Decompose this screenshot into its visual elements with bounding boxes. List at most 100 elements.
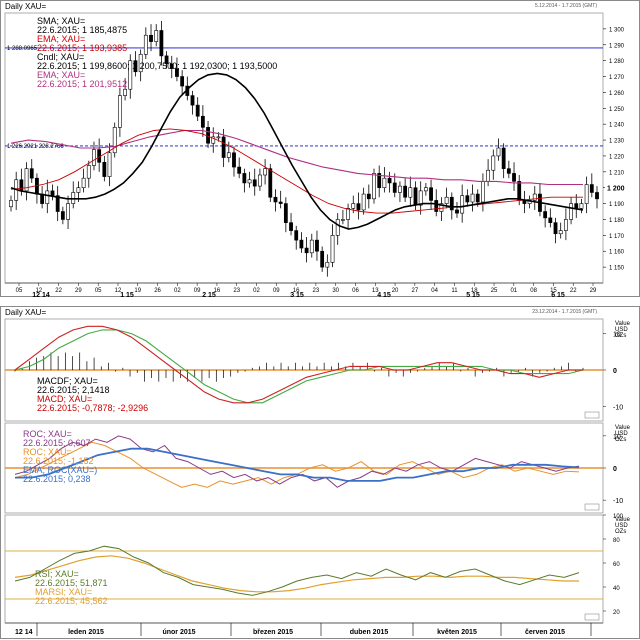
x-day-label: 25 (491, 288, 498, 294)
candle-body (133, 60, 138, 73)
candle-body (86, 165, 91, 179)
candle-body (247, 179, 252, 184)
reference-line-1-label: 1 288.0965 (7, 46, 38, 52)
indicator-chart-range: 23.12.2014 - 1.7.2015 (GMT) (532, 309, 597, 315)
y-tick-label: 10 (613, 332, 621, 339)
candle-body (372, 173, 376, 200)
x-month-label: květen 2015 (437, 629, 477, 636)
x-day-label: 23 (233, 288, 240, 294)
rsi-legend: RSI; XAU= 22.6.2015; 51,871 MARSI; XAU= 22.… (35, 570, 108, 606)
pane-corner-box (584, 503, 600, 511)
last-price-box (605, 182, 635, 192)
indicator-chart-window: Daily XAU= 23.12.2014 - 1.7.2015 (GMT) V… (0, 306, 640, 639)
candle-body (273, 196, 278, 203)
candle-body (55, 195, 60, 212)
y-tick-label: 80 (613, 538, 620, 544)
y-tick-label: 1 180 (609, 218, 625, 224)
x-day-label: 26 (154, 288, 161, 294)
candle-body (377, 173, 382, 189)
legend-line: 22.6.2015; -1,152 (23, 456, 94, 466)
x-day-label: 02 (174, 288, 181, 294)
x-month-label: duben 2015 (350, 629, 389, 636)
x-day-label: 22 (55, 288, 62, 294)
candle-body (190, 95, 195, 106)
candle-body (232, 152, 236, 168)
candle-body (221, 136, 226, 158)
candle-body (258, 174, 262, 187)
x-day-label: 16 (293, 288, 300, 294)
ema-slow-line (10, 129, 583, 186)
sma-line (10, 72, 584, 230)
x-month-label: 4 15 (377, 292, 391, 299)
candle-body (434, 200, 439, 212)
y-tick-label: 1 290 (609, 43, 625, 49)
legend-line: 22.6.2015; 1 193,9385 (37, 43, 128, 53)
candle-body (392, 182, 397, 193)
x-day-label: 02 (253, 288, 260, 294)
candle-body (252, 179, 257, 187)
x-day-label: 09 (273, 288, 280, 294)
candle-body (346, 208, 350, 220)
candle-body (289, 222, 293, 231)
price-chart-window: Daily XAU= 5.12.2014 - 1.7.2015 (GMT) 1 … (0, 0, 640, 299)
candle-body (195, 104, 200, 117)
x-day-label: 30 (332, 288, 339, 294)
indicator-chart-svg[interactable]: ValueUSDOZs100-10ValueUSDOZs100-10ValueU… (1, 307, 640, 640)
candle-body (569, 203, 573, 220)
legend-line: EMA; ROC(XAU=) (23, 465, 98, 475)
pane-unit-label: USD (615, 523, 628, 529)
x-day-label: 16 (214, 288, 221, 294)
candle-body (481, 181, 485, 203)
candle-body (200, 115, 205, 128)
candle-body (558, 230, 563, 235)
candle-body (439, 203, 444, 212)
candle-body (553, 222, 558, 235)
candle-body (315, 239, 319, 252)
candle-body (29, 168, 34, 179)
y-tick-label: 1 260 (609, 91, 625, 97)
pane-unit-label: Value (615, 425, 631, 431)
candle-body (465, 195, 470, 203)
price-chart-svg[interactable]: 1 150 1 160 1 170 1 180 1 190 1 200 1 210 1 220… (1, 1, 640, 299)
candle-body (356, 203, 361, 211)
candle-body (76, 187, 81, 193)
legend-line: 22.6.2015; 2,1418 (37, 385, 110, 395)
candle-body (496, 147, 501, 157)
y-tick-label: 1 250 (609, 107, 625, 113)
macd-signal-line (14, 329, 584, 404)
y-tick-label: 1 240 (609, 123, 625, 129)
y-tick-label: 1 230 (609, 139, 625, 145)
y-tick-label: 1 170 (609, 234, 625, 240)
legend-line: ROC; XAU= (23, 429, 72, 439)
candle-body (320, 250, 325, 268)
y-tick-label: -10 (613, 404, 623, 411)
x-day-label: 29 (75, 288, 82, 294)
price-chart-legend: SMA; XAU= 22.6.2015; 1 185,4875 EMA; XAU= 2… (37, 17, 277, 89)
candle-body (263, 168, 268, 176)
candle-body (532, 193, 537, 201)
pane-unit-label: USD (615, 327, 628, 333)
x-day-label: 15 (550, 288, 557, 294)
legend-line: 22.6.2015; 0,607 (23, 438, 91, 448)
y-tick-label: 40 (613, 586, 620, 592)
x-month-label: 3 15 (290, 292, 304, 299)
candle-body (330, 235, 335, 263)
candle-body (387, 177, 392, 184)
candle-body (460, 195, 465, 214)
legend-line: 22.6.2015; 1 201,9512 (37, 79, 128, 89)
candle-body (149, 34, 153, 42)
pane-corner-box (584, 411, 600, 419)
y-tick-label: 1 190 (609, 202, 625, 208)
candle-body (60, 211, 65, 220)
candle-body (50, 190, 55, 196)
candle-body (382, 177, 387, 189)
candle-body (361, 193, 366, 211)
price-chart-range: 5.12.2014 - 1.7.2015 (GMT) (535, 3, 597, 9)
x-month-label: leden 2015 (68, 629, 104, 636)
candle-body (413, 187, 418, 206)
x-day-label: 04 (431, 288, 438, 294)
ema-fast-line (10, 128, 583, 214)
pane-unit-label: USD (615, 431, 628, 437)
y-tick-label: 1 220 (609, 154, 625, 160)
pane-unit-label: Value (615, 517, 631, 523)
